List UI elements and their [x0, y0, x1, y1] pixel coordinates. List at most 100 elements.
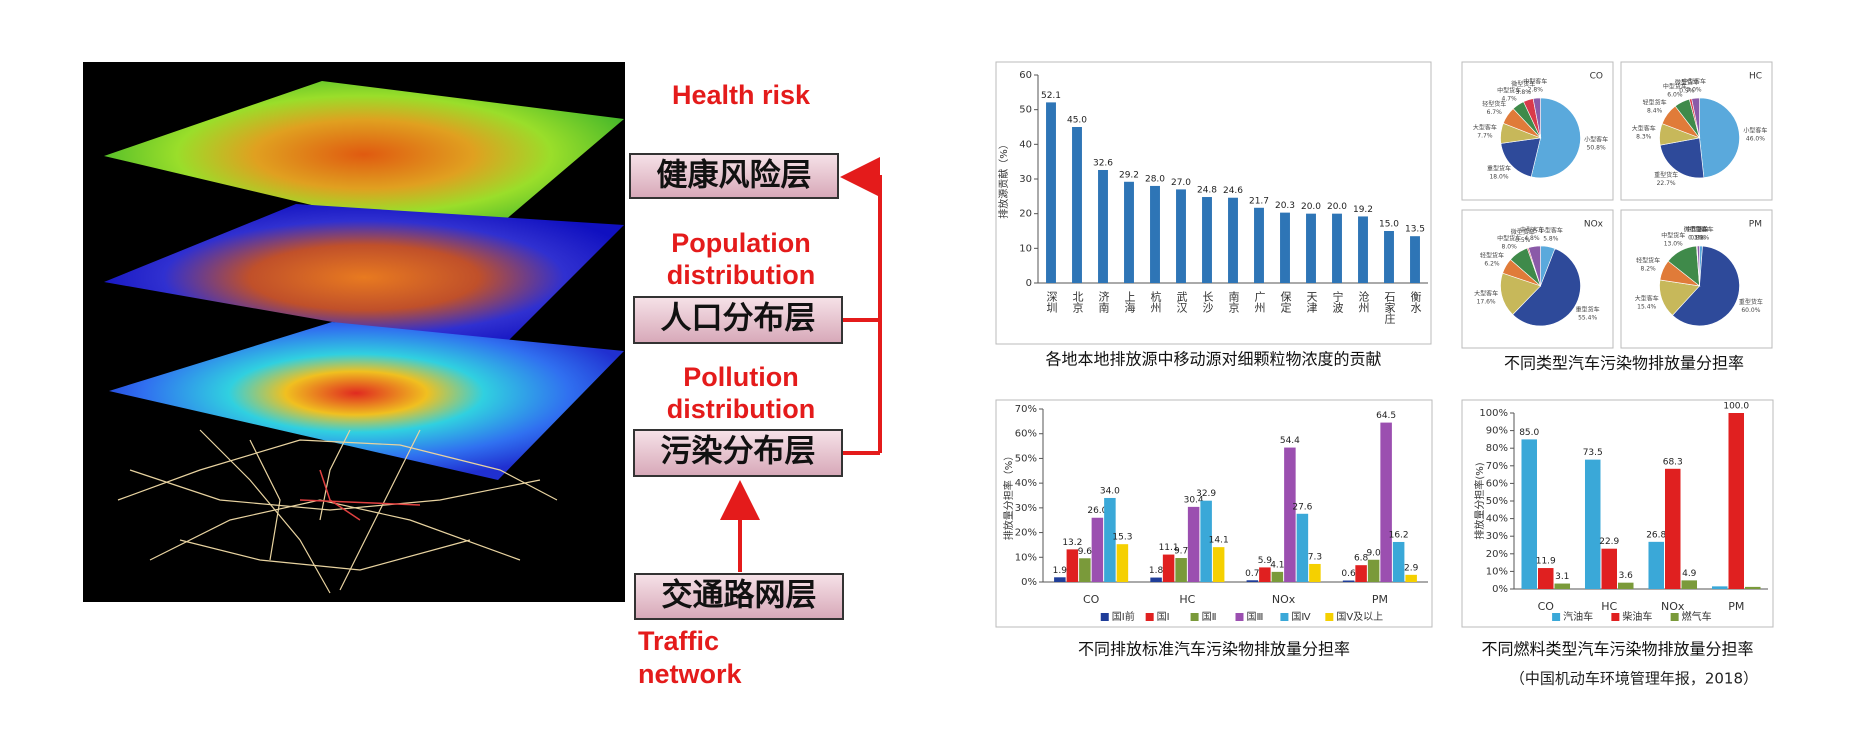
value-label: 13.5: [1405, 225, 1425, 235]
pie-title: PM: [1749, 220, 1762, 230]
slice-value-label: 6.2%: [1484, 260, 1500, 267]
bar: [1711, 586, 1728, 589]
bar: [1212, 547, 1225, 582]
legend-label: 国Ⅲ: [1247, 611, 1264, 623]
slice-name: 轻型货车: [1636, 257, 1660, 265]
legend-swatch: [1145, 613, 1154, 621]
slice-name: 重型货车: [1739, 298, 1763, 306]
pie-slice: [1532, 97, 1541, 138]
y-tick-label: 20%: [1486, 549, 1508, 560]
bar: [1380, 422, 1392, 582]
x-tick-label: CO: [1083, 593, 1100, 606]
value-label: 28.0: [1145, 174, 1165, 184]
y-tick-label: 40: [1019, 139, 1032, 150]
bar: [1104, 497, 1116, 582]
bar: [1079, 558, 1091, 582]
value-label: 26.0: [1087, 506, 1107, 516]
layer-box: [633, 296, 843, 344]
y-tick-label: 0%: [1021, 577, 1037, 588]
slice-value-label: 7.7%: [1477, 132, 1493, 139]
slice-name: 重型货车: [1654, 171, 1678, 179]
slice-name: 中型客车: [1682, 78, 1706, 86]
population-layer: [104, 204, 624, 351]
x-tick-label: NOx: [1661, 600, 1685, 613]
value-label: 2.9: [1404, 563, 1419, 573]
slice-name: 轻型货车: [1482, 100, 1506, 108]
slice-value-label: 18.0%: [1489, 173, 1508, 180]
bar: [1681, 580, 1698, 589]
y-tick-label: 60%: [1486, 478, 1508, 489]
legend-swatch: [1100, 613, 1109, 621]
x-tick-label: PM: [1372, 593, 1388, 606]
x-tick-label: 保定: [1279, 290, 1292, 314]
value-label: 68.3: [1663, 457, 1683, 467]
road-network: [117, 429, 558, 594]
y-tick-label: 30%: [1486, 531, 1508, 542]
slice-value-label: 46.0%: [1746, 136, 1765, 143]
bar: [1664, 468, 1681, 589]
value-label: 29.2: [1119, 170, 1139, 180]
bar: [1150, 185, 1160, 283]
bar: [1150, 577, 1162, 582]
bar: [1309, 563, 1321, 582]
bar: [1202, 197, 1212, 283]
slice-name: 小型客车: [1743, 127, 1767, 135]
pie-title: NOx: [1584, 220, 1604, 230]
layer-zh-label: 交通路网层: [662, 578, 817, 614]
legend-swatch: [1190, 613, 1199, 621]
slice-value-label: 0.9%: [1690, 234, 1706, 241]
bar: [1537, 568, 1554, 589]
bar: [1284, 447, 1296, 582]
x-tick-label: 杭州: [1149, 290, 1162, 313]
pie-slice: [1500, 137, 1541, 178]
slice-name: 中型货车: [1663, 83, 1687, 91]
layer-en-label: distribution: [667, 394, 815, 424]
legend-label: 国Ⅴ及以上: [1336, 611, 1383, 623]
slice-name: 重型货车: [1576, 305, 1600, 313]
slice-value-label: 8.4%: [1647, 107, 1663, 114]
x-tick-label: 广州: [1253, 291, 1266, 313]
value-label: 27.6: [1292, 502, 1312, 512]
layer-en-label: Traffic: [638, 626, 719, 656]
y-tick-label: 80%: [1486, 443, 1508, 454]
layer-labels: Health risk Population distribution Poll…: [629, 80, 882, 689]
layer-figure: [83, 62, 625, 602]
pollution-layer: [109, 322, 624, 480]
pie-slice: [1696, 245, 1700, 286]
bar: [1410, 236, 1420, 283]
layer-en-label: network: [638, 659, 743, 689]
slice-value-label: 4.7%: [1502, 95, 1518, 102]
value-label: 9.7: [1174, 547, 1188, 557]
value-label: 21.7: [1249, 196, 1269, 206]
bar: [1054, 577, 1066, 582]
slice-name: 微型货车: [1675, 79, 1699, 87]
value-label: 7.3: [1308, 552, 1322, 562]
layer-en-label: Pollution: [683, 362, 798, 392]
slice-value-label: 17.6%: [1477, 299, 1496, 306]
y-tick-label: 40%: [1015, 478, 1037, 489]
y-tick-label: 30: [1019, 174, 1032, 185]
slice-name: 大型客车: [1632, 125, 1656, 133]
x-tick-label: 济南: [1097, 290, 1110, 313]
y-tick-label: 10: [1019, 243, 1032, 254]
value-label: 13.2: [1062, 538, 1082, 548]
value-label: 0.6: [1341, 569, 1356, 579]
bar: [1187, 506, 1200, 582]
slice-value-label: 8.2%: [1641, 266, 1657, 273]
slice-value-label: 5.8%: [1543, 235, 1559, 242]
bar: [1332, 213, 1342, 283]
pie-title: HC: [1749, 72, 1762, 82]
value-label: 73.5: [1583, 448, 1603, 458]
bar: [1405, 574, 1417, 582]
slice-value-label: 15.4%: [1637, 304, 1656, 311]
x-tick-label: 南京: [1227, 291, 1240, 314]
bar: [1066, 549, 1079, 582]
bar: [1584, 459, 1601, 589]
bar: [1745, 586, 1761, 589]
bar: [1259, 567, 1271, 582]
y-tick-label: 40%: [1486, 514, 1508, 525]
bar: [1306, 213, 1316, 283]
slice-value-label: 1.2%: [1694, 234, 1710, 241]
legend-label: 柴油车: [1622, 610, 1652, 623]
slice-value-label: 22.7%: [1657, 180, 1676, 187]
